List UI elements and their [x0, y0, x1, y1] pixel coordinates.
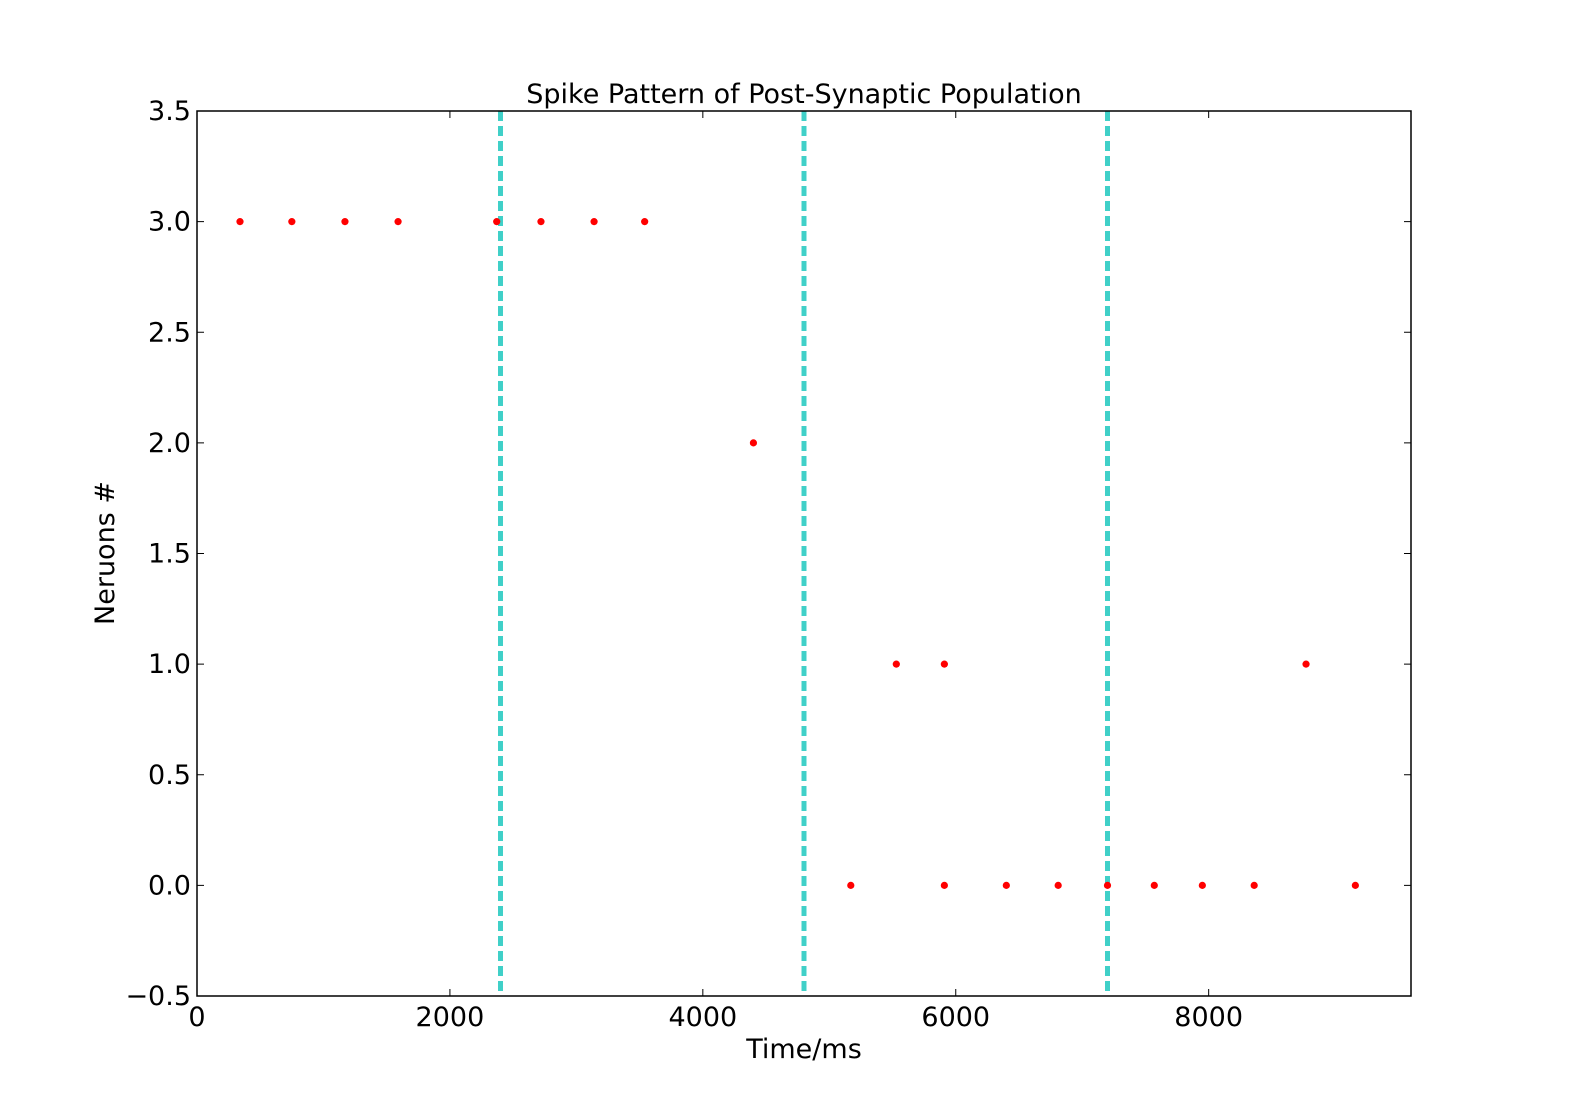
x-tick-label: 0: [188, 1002, 205, 1033]
spike-point: [1250, 881, 1258, 889]
y-tick-label: 1.5: [148, 539, 191, 570]
chart-title: Spike Pattern of Post-Synaptic Populatio…: [526, 79, 1082, 110]
spike-point: [236, 218, 244, 226]
spike-point: [1150, 881, 1158, 889]
spike-point: [641, 218, 649, 226]
y-tick-label: 2.5: [148, 317, 191, 348]
y-tick-label: 0.0: [148, 870, 191, 901]
spike-point: [940, 660, 948, 668]
x-tick-label: 8000: [1174, 1002, 1243, 1033]
y-tick-label: 1.0: [148, 649, 191, 680]
y-tick-label: 2.0: [148, 428, 191, 459]
y-tick-label: 0.5: [148, 760, 191, 791]
spike-point: [1054, 881, 1062, 889]
spike-point: [341, 218, 349, 226]
spike-point: [394, 218, 402, 226]
spike-point: [1002, 881, 1010, 889]
spike-point: [892, 660, 900, 668]
y-axis-label: Neruons #: [90, 481, 121, 625]
spike-point: [590, 218, 598, 226]
spike-point: [1103, 881, 1112, 889]
x-tick-label: 4000: [668, 1002, 737, 1033]
spike-points: [236, 218, 1359, 889]
x-axis-label: Time/ms: [745, 1034, 862, 1065]
spike-point: [1351, 881, 1359, 889]
plot-frame: [196, 110, 1412, 997]
spike-point: [288, 218, 296, 226]
y-tick-label: −0.5: [125, 981, 191, 1012]
spike-point: [493, 218, 501, 226]
spike-point: [940, 881, 948, 889]
spike-point: [537, 218, 545, 226]
x-tick-label: 6000: [921, 1002, 990, 1033]
spike-point: [749, 439, 758, 447]
y-tick-label: 3.5: [148, 96, 191, 127]
vertical-markers: [498, 111, 1110, 996]
y-tick-label: 3.0: [148, 207, 191, 238]
spike-point: [1198, 881, 1206, 889]
spike-point: [847, 881, 855, 889]
x-tick-label: 2000: [416, 1002, 485, 1033]
axis-ticks: 0 2000 4000 6000 8000 −0.5 0.0 0.5 1.0 1.5 2.0 2.5 3…: [125, 96, 1411, 1033]
spike-point: [1302, 660, 1310, 668]
